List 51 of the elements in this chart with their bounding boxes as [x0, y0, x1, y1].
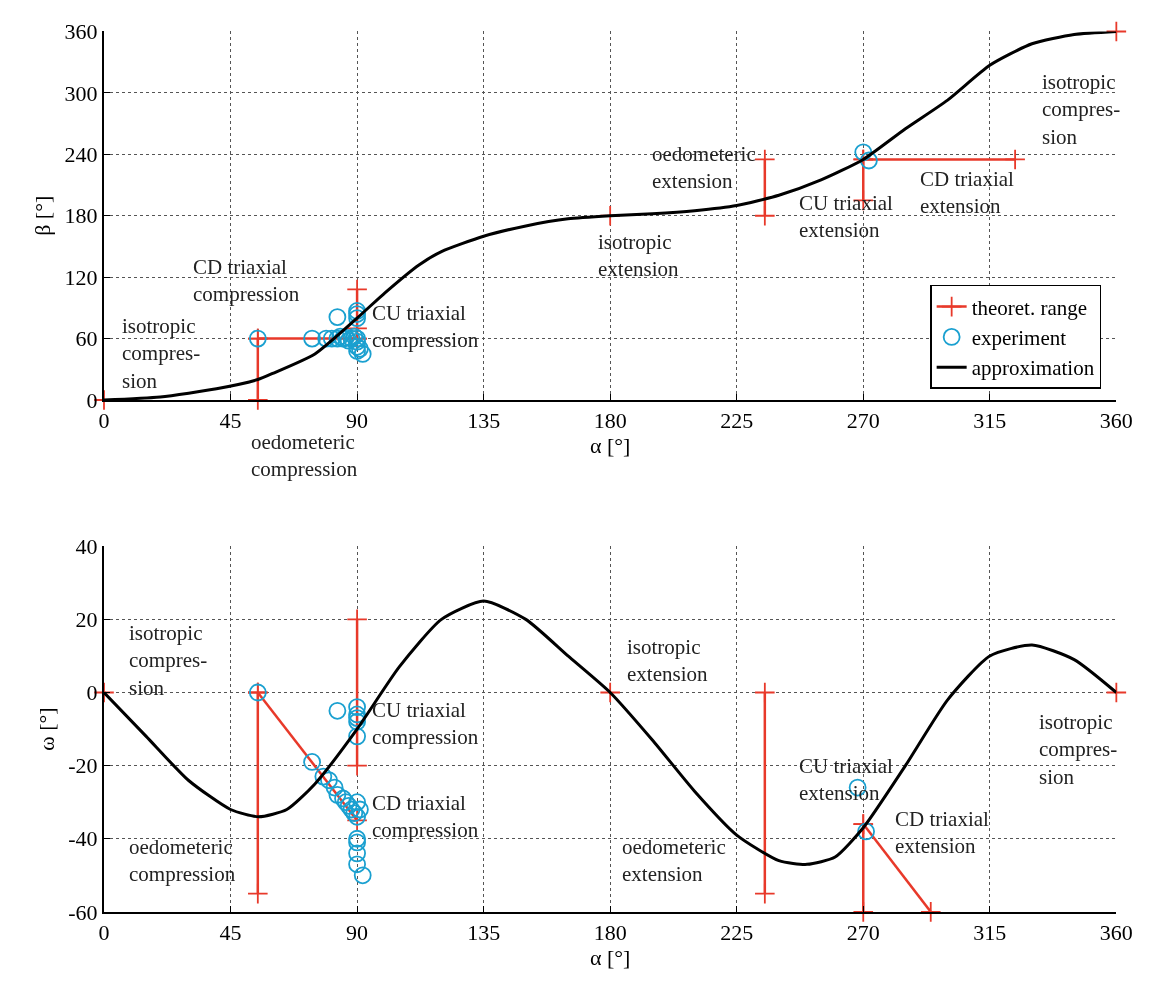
annotation: CU triaxial compression [372, 301, 479, 353]
x-tick-label: 45 [219, 920, 242, 946]
x-tick-label: 315 [973, 920, 1007, 946]
annotation: CD triaxial extension [895, 807, 990, 859]
y-tick-label: 300 [64, 80, 98, 106]
annotation: CU triaxial extension [799, 754, 894, 806]
annotation: isotropic extension [598, 230, 679, 282]
y-tick-label: 0 [86, 387, 98, 413]
annotation: CD triaxial compression [193, 255, 300, 307]
y-tick-label: 360 [64, 19, 98, 45]
y-tick-label: 60 [75, 326, 98, 352]
y-tick-label: 40 [75, 533, 98, 559]
annotation: CU triaxial compression [372, 698, 479, 750]
y-tick-label: 240 [64, 142, 98, 168]
y-tick-label: -20 [68, 753, 98, 779]
legend-label: approximation [971, 356, 1095, 381]
annotation: isotropic compres- sion [1042, 70, 1121, 149]
y-tick-label: 120 [64, 264, 98, 290]
x-tick-label: 90 [346, 920, 369, 946]
y-tick-label: -60 [68, 899, 98, 925]
y-axis-title: β [°] [29, 195, 55, 236]
y-tick-label: 0 [86, 680, 98, 706]
y-tick-label: 20 [75, 607, 98, 633]
x-axis-title: α [°] [589, 945, 631, 971]
x-tick-label: 315 [973, 408, 1007, 434]
x-tick-label: 135 [467, 920, 501, 946]
annotation: oedometeric extension [652, 142, 756, 194]
annotation: isotropic compres- sion [1039, 710, 1118, 789]
x-tick-label: 270 [846, 920, 880, 946]
annotation: isotropic extension [627, 635, 708, 687]
y-tick-label: 180 [64, 203, 98, 229]
annotation: oedometeric compression [129, 835, 236, 887]
annotation: isotropic compres- sion [122, 314, 201, 393]
x-tick-label: 360 [1099, 920, 1133, 946]
x-tick-label: 45 [219, 408, 242, 434]
legend-label: experiment [971, 326, 1067, 351]
x-axis-title: α [°] [589, 433, 631, 459]
x-tick-label: 135 [467, 408, 501, 434]
y-tick-label: -40 [68, 826, 98, 852]
annotation: oedometeric extension [622, 835, 726, 887]
x-tick-label: 180 [593, 408, 627, 434]
x-tick-label: 270 [846, 408, 880, 434]
annotation: CD triaxial extension [920, 167, 1015, 219]
x-tick-label: 225 [720, 920, 754, 946]
x-tick-label: 225 [720, 408, 754, 434]
x-tick-label: 360 [1099, 408, 1133, 434]
x-tick-label: 180 [593, 920, 627, 946]
annotation: isotropic compres- sion [129, 621, 208, 700]
annotation: CD triaxial compression [372, 791, 479, 843]
y-axis-title: ω [°] [33, 707, 59, 751]
legend-label: theoret. range [971, 295, 1088, 320]
